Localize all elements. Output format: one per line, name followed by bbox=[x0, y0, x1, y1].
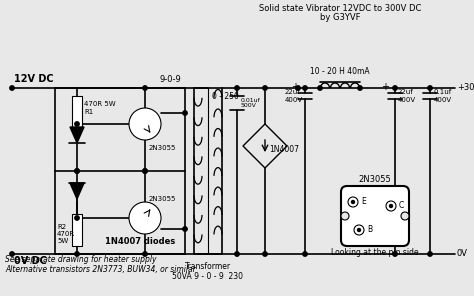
Text: 22uf
400V: 22uf 400V bbox=[285, 89, 303, 102]
Text: 22uf
400V: 22uf 400V bbox=[398, 89, 416, 102]
Text: 0 - 250: 0 - 250 bbox=[212, 92, 239, 101]
Text: 0V DC: 0V DC bbox=[14, 256, 47, 266]
Circle shape bbox=[303, 86, 307, 90]
Text: 12V DC: 12V DC bbox=[14, 74, 54, 84]
Circle shape bbox=[143, 169, 147, 173]
Circle shape bbox=[318, 86, 322, 90]
Circle shape bbox=[263, 86, 267, 90]
Text: 0.01uf
500V: 0.01uf 500V bbox=[241, 98, 261, 108]
Text: 470R 5W
R1: 470R 5W R1 bbox=[84, 102, 116, 115]
Circle shape bbox=[428, 252, 432, 256]
Circle shape bbox=[354, 225, 364, 235]
Text: B: B bbox=[367, 226, 372, 234]
Circle shape bbox=[341, 212, 349, 220]
Circle shape bbox=[10, 86, 14, 90]
Circle shape bbox=[129, 108, 161, 140]
Text: +: + bbox=[381, 82, 389, 92]
Circle shape bbox=[235, 252, 239, 256]
Circle shape bbox=[393, 86, 397, 90]
Circle shape bbox=[393, 252, 397, 256]
Circle shape bbox=[358, 86, 362, 90]
Circle shape bbox=[75, 216, 79, 220]
Text: Looking at the pin side: Looking at the pin side bbox=[331, 248, 419, 257]
Circle shape bbox=[75, 122, 79, 126]
Circle shape bbox=[183, 227, 187, 231]
Circle shape bbox=[352, 200, 355, 204]
Circle shape bbox=[401, 212, 409, 220]
Text: C: C bbox=[399, 202, 404, 210]
Circle shape bbox=[303, 252, 307, 256]
Circle shape bbox=[263, 252, 267, 256]
Circle shape bbox=[428, 86, 432, 90]
Bar bbox=[72, 214, 82, 246]
Circle shape bbox=[143, 252, 147, 256]
Text: by G3YVF: by G3YVF bbox=[320, 13, 360, 22]
Polygon shape bbox=[70, 127, 84, 143]
Text: +: + bbox=[291, 82, 299, 92]
Circle shape bbox=[75, 169, 79, 173]
Circle shape bbox=[143, 86, 147, 90]
Circle shape bbox=[296, 86, 300, 90]
Text: See separate drawing for heater supply: See separate drawing for heater supply bbox=[5, 255, 156, 264]
Circle shape bbox=[10, 252, 14, 256]
Circle shape bbox=[129, 202, 161, 234]
Text: 2N3055: 2N3055 bbox=[149, 196, 176, 202]
FancyBboxPatch shape bbox=[341, 186, 409, 246]
Circle shape bbox=[235, 86, 239, 90]
Circle shape bbox=[390, 205, 392, 207]
Circle shape bbox=[75, 169, 79, 173]
Text: Solid state Vibrator 12VDC to 300V DC: Solid state Vibrator 12VDC to 300V DC bbox=[259, 4, 421, 13]
Text: 9-0-9: 9-0-9 bbox=[159, 75, 181, 84]
Text: 0.1uf
400V: 0.1uf 400V bbox=[434, 89, 452, 102]
Circle shape bbox=[75, 252, 79, 256]
Circle shape bbox=[348, 197, 358, 207]
Text: R2
470R
5W: R2 470R 5W bbox=[57, 224, 75, 244]
Circle shape bbox=[143, 169, 147, 173]
Circle shape bbox=[183, 111, 187, 115]
Text: 1N4007: 1N4007 bbox=[269, 145, 299, 154]
Text: 2N3055: 2N3055 bbox=[359, 175, 392, 184]
Text: +300V: +300V bbox=[457, 83, 474, 92]
Circle shape bbox=[386, 201, 396, 211]
Circle shape bbox=[357, 229, 361, 231]
Text: 2N3055: 2N3055 bbox=[149, 145, 176, 151]
Polygon shape bbox=[70, 183, 84, 199]
Text: 0V: 0V bbox=[457, 250, 468, 258]
Bar bbox=[194, 88, 222, 254]
Text: Transformer
50VA 9 - 0 - 9  230: Transformer 50VA 9 - 0 - 9 230 bbox=[173, 262, 244, 281]
Text: 10 - 20 H 40mA: 10 - 20 H 40mA bbox=[310, 67, 370, 76]
Text: 1N4007 diodes: 1N4007 diodes bbox=[105, 237, 175, 246]
Bar bbox=[72, 96, 82, 128]
Text: Alternative transistors 2N3773, BUW34, or similar: Alternative transistors 2N3773, BUW34, o… bbox=[5, 265, 196, 274]
Text: E: E bbox=[361, 197, 366, 205]
